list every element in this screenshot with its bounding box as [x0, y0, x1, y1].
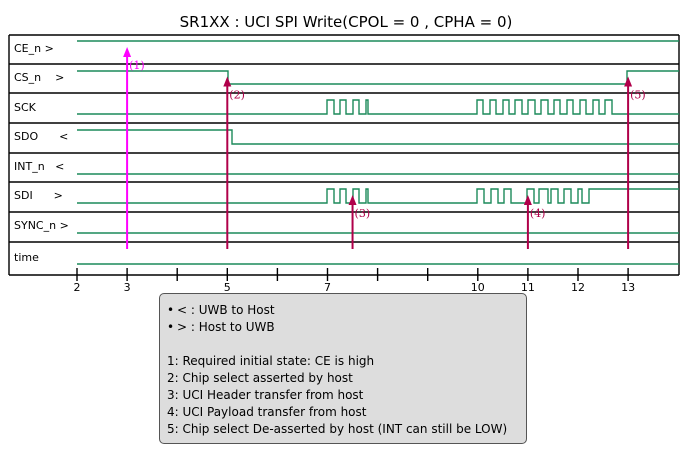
signal-label-ce-n: CE_n > — [14, 42, 54, 55]
signal-label-sync-n: SYNC_n > — [14, 219, 69, 232]
annotation-arrow-icon — [348, 195, 357, 205]
annotation-arrow-icon — [223, 76, 232, 87]
time-tick-label: 12 — [571, 281, 585, 294]
annotation-arrow-icon — [123, 47, 132, 57]
signal-label-sck: SCK — [14, 101, 37, 114]
annotation-label: (1) — [129, 59, 145, 72]
annotation-arrow-icon — [523, 195, 532, 205]
legend-direction-item: • > : Host to UWB — [167, 319, 526, 336]
time-tick-label: 13 — [621, 281, 635, 294]
annotation-marker: (1) — [123, 47, 145, 249]
annotation-label: (5) — [630, 89, 646, 102]
legend-direction-text: < : UWB to Host — [177, 303, 275, 317]
legend-box: • < : UWB to Host • > : Host to UWB 1: Req… — [159, 293, 527, 444]
signal-label-sdo: SDO < — [14, 130, 68, 143]
wave-sck — [77, 99, 679, 115]
signal-label-int-n: INT_n < — [14, 160, 64, 173]
row-separators — [8, 34, 680, 275]
annotation-arrow-icon — [624, 76, 633, 87]
time-tick-label: 5 — [224, 281, 231, 294]
wave-sdi — [77, 188, 679, 204]
annotation-label: (4) — [530, 207, 546, 220]
time-axis: 2 3 5 7 10 11 12 13 — [9, 268, 679, 294]
signal-labels: CE_n > CS_n > SCK SDO < INT_n < SDI > SY… — [14, 42, 69, 264]
time-tick-label: 10 — [471, 281, 485, 294]
annotation-marker: (3) — [348, 195, 371, 249]
bullet-icon: • — [167, 320, 175, 334]
legend-note: 5: Chip select De-asserted by host (INT … — [167, 422, 508, 436]
annotation-label: (2) — [229, 89, 245, 102]
legend-direction-text: > : Host to UWB — [177, 320, 275, 334]
signal-label-cs-n: CS_n > — [14, 71, 64, 84]
legend-spacer — [167, 336, 526, 353]
legend-note: 2: Chip select asserted by host — [167, 371, 353, 385]
time-tick-label: 7 — [324, 281, 331, 294]
wave-cs-n — [77, 70, 679, 85]
legend-direction-item: • < : UWB to Host — [167, 302, 526, 319]
diagram-title: SR1XX : UCI SPI Write(CPOL = 0 , CPHA = … — [180, 13, 513, 31]
annotation-marker: (4) — [523, 195, 546, 249]
bullet-icon: • — [167, 303, 175, 317]
signal-label-time: time — [14, 251, 39, 264]
annotation-marker: (5) — [624, 76, 646, 249]
time-tick-label: 11 — [521, 281, 535, 294]
legend-note: 4: UCI Payload transfer from host — [167, 405, 367, 419]
annotation-label: (3) — [355, 207, 371, 220]
legend-note: 3: UCI Header transfer from host — [167, 388, 364, 402]
time-tick-label: 3 — [124, 281, 131, 294]
legend-note: 1: Required initial state: CE is high — [167, 354, 375, 368]
annotation-markers: (1) (2) (3) (4) (5) — [123, 47, 646, 249]
time-tick-label: 2 — [74, 281, 81, 294]
signal-label-sdi: SDI > — [14, 189, 63, 202]
wave-sdo — [77, 129, 679, 145]
annotation-marker: (2) — [223, 76, 245, 249]
